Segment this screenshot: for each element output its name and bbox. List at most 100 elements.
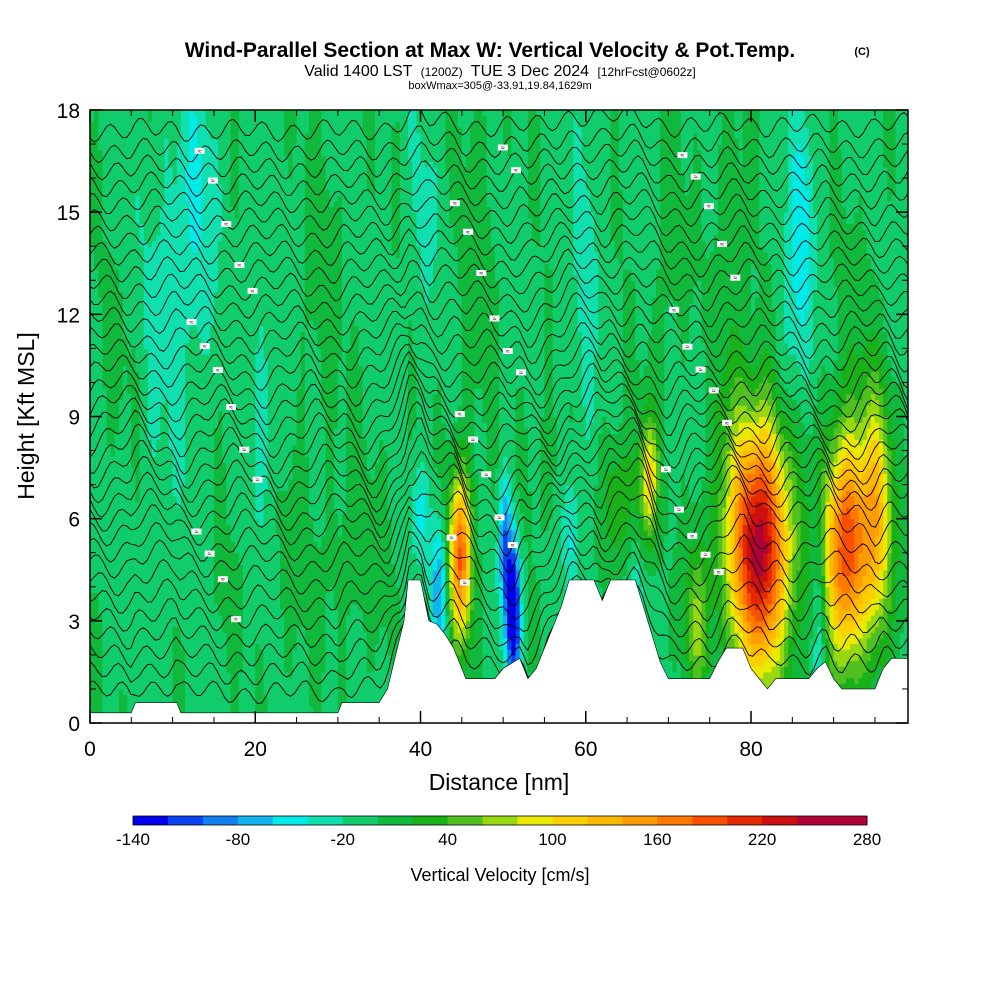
w-cell bbox=[189, 694, 194, 701]
w-cell bbox=[172, 694, 178, 701]
w-cell bbox=[131, 110, 137, 117]
w-cell bbox=[193, 700, 199, 707]
w-cell bbox=[197, 110, 203, 117]
w-cell bbox=[275, 410, 281, 418]
w-cell bbox=[131, 495, 137, 503]
w-cell bbox=[205, 195, 211, 202]
w-cell bbox=[242, 427, 248, 435]
w-cell bbox=[197, 359, 203, 367]
w-cell bbox=[197, 456, 203, 463]
w-cell bbox=[275, 683, 281, 690]
w-cell bbox=[255, 688, 260, 696]
w-cell bbox=[246, 234, 252, 242]
w-cell bbox=[234, 569, 240, 577]
w-cell bbox=[218, 450, 223, 457]
w-cell bbox=[197, 473, 203, 480]
w-cell bbox=[127, 433, 132, 440]
w-cell bbox=[106, 643, 112, 650]
w-cell bbox=[147, 433, 153, 440]
w-cell bbox=[135, 274, 141, 281]
w-cell bbox=[102, 405, 108, 412]
w-cell bbox=[255, 393, 260, 401]
w-cell bbox=[234, 320, 240, 327]
w-cell bbox=[230, 223, 236, 230]
w-cell bbox=[168, 376, 174, 384]
w-cell bbox=[234, 490, 240, 497]
w-cell bbox=[156, 688, 161, 696]
w-cell bbox=[259, 575, 265, 582]
w-cell bbox=[176, 632, 182, 639]
w-cell bbox=[205, 575, 211, 582]
w-cell bbox=[222, 512, 227, 520]
w-cell bbox=[98, 598, 103, 605]
w-cell bbox=[189, 331, 194, 338]
w-cell bbox=[94, 626, 99, 633]
w-cell bbox=[139, 342, 145, 349]
w-cell bbox=[114, 246, 120, 253]
w-cell bbox=[151, 654, 157, 662]
w-cell bbox=[213, 115, 219, 122]
w-cell bbox=[143, 212, 149, 219]
w-cell bbox=[246, 705, 252, 713]
w-cell bbox=[226, 450, 232, 457]
w-cell bbox=[106, 507, 112, 514]
w-cell bbox=[197, 586, 203, 594]
w-cell bbox=[251, 495, 256, 503]
w-cell bbox=[160, 507, 165, 514]
w-cell bbox=[164, 603, 170, 611]
w-cell bbox=[123, 166, 128, 174]
w-cell bbox=[222, 671, 227, 679]
w-cell bbox=[168, 677, 174, 684]
w-cell bbox=[234, 217, 240, 225]
w-cell bbox=[189, 178, 194, 185]
w-cell bbox=[168, 581, 174, 588]
w-cell bbox=[275, 416, 281, 423]
w-cell bbox=[147, 467, 153, 474]
w-cell bbox=[180, 331, 186, 338]
w-cell bbox=[123, 501, 128, 508]
w-cell bbox=[176, 354, 182, 361]
w-cell bbox=[151, 359, 157, 367]
w-cell bbox=[259, 433, 265, 440]
w-cell bbox=[90, 620, 95, 628]
w-cell bbox=[151, 388, 157, 395]
w-cell bbox=[156, 541, 161, 548]
w-cell bbox=[139, 444, 145, 452]
w-cell bbox=[164, 263, 170, 270]
w-cell bbox=[90, 456, 95, 463]
w-cell bbox=[127, 609, 132, 616]
w-cell bbox=[218, 200, 223, 208]
w-cell bbox=[234, 223, 240, 230]
w-cell bbox=[246, 575, 252, 582]
w-cell bbox=[180, 217, 186, 225]
w-cell bbox=[151, 643, 157, 650]
w-cell bbox=[222, 280, 227, 287]
w-cell bbox=[255, 416, 260, 423]
w-cell bbox=[156, 178, 161, 185]
w-cell bbox=[90, 285, 95, 293]
w-cell bbox=[114, 564, 120, 571]
w-cell bbox=[127, 530, 132, 537]
w-cell bbox=[151, 547, 157, 554]
w-cell bbox=[242, 240, 248, 247]
w-cell bbox=[123, 671, 128, 679]
w-cell bbox=[106, 598, 112, 605]
w-cell bbox=[135, 643, 141, 650]
w-cell bbox=[193, 234, 199, 242]
w-cell bbox=[238, 507, 244, 514]
w-cell bbox=[180, 484, 186, 491]
w-cell bbox=[151, 518, 157, 525]
w-cell bbox=[201, 268, 207, 276]
w-cell bbox=[131, 654, 137, 662]
w-cell bbox=[123, 274, 128, 281]
w-cell bbox=[255, 620, 260, 628]
w-cell bbox=[135, 637, 141, 645]
w-cell bbox=[118, 138, 124, 145]
w-cell bbox=[255, 212, 260, 219]
w-cell bbox=[222, 291, 227, 298]
w-cell bbox=[275, 461, 281, 469]
w-cell bbox=[180, 444, 186, 452]
w-cell bbox=[180, 200, 186, 208]
w-cell bbox=[197, 524, 203, 531]
w-cell bbox=[123, 586, 128, 594]
